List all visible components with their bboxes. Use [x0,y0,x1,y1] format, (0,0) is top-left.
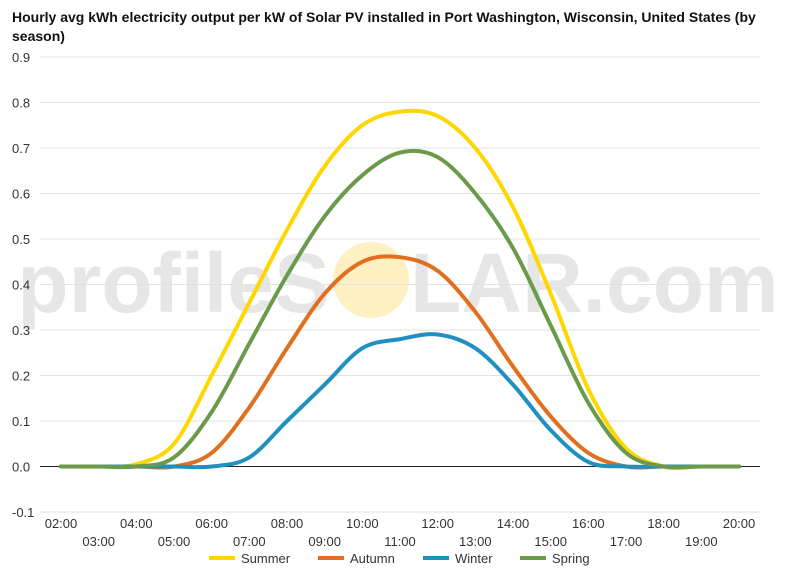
x-tick-label: 09:00 [308,534,341,549]
series-line-spring [59,148,741,470]
series-line-winter [59,332,741,470]
y-tick-label: 0.6 [12,187,30,202]
x-tick-label: 20:00 [723,516,756,531]
y-axis: -0.1 0.0 0.1 0.2 0.3 0.4 0.5 0.6 0.7 0.8 0.9 [12,50,34,520]
watermark-sun-icon [333,242,409,318]
legend-label-winter: Winter [455,551,493,566]
x-tick-label: 18:00 [647,516,680,531]
y-tick-label: 0.3 [12,323,30,338]
x-tick-label: 14:00 [497,516,530,531]
legend-label-summer: Summer [241,551,291,566]
watermark-text-left: profileS [17,236,330,330]
x-tick-label: 12:00 [421,516,454,531]
watermark: profileS LAR.com [17,236,778,330]
chart-title: Hourly avg kWh electricity output per kW… [12,9,756,44]
x-tick-label: 02:00 [45,516,78,531]
y-tick-label: 0.8 [12,96,30,111]
x-tick-label: 05:00 [158,534,191,549]
x-tick-label: 06:00 [195,516,228,531]
legend-label-autumn: Autumn [350,551,395,566]
legend-label-spring: Spring [552,551,590,566]
x-tick-label: 10:00 [346,516,379,531]
y-tick-label: 0.7 [12,141,30,156]
y-tick-label: -0.1 [12,505,34,520]
y-tick-label: 0.2 [12,369,30,384]
x-tick-label: 16:00 [572,516,605,531]
x-tick-label: 04:00 [120,516,153,531]
x-tick-label: 08:00 [271,516,304,531]
y-tick-label: 0.0 [12,460,30,475]
y-tick-label: 0.5 [12,232,30,247]
x-axis: 02:00 04:00 06:00 08:00 10:00 12:00 14:00 16:00… [45,516,756,549]
series-lines [59,108,741,470]
watermark-text-right: LAR.com [410,236,779,330]
y-tick-label: 0.1 [12,414,30,429]
grid [40,56,760,513]
x-tick-label: 03:00 [82,534,115,549]
legend: Summer Autumn Winter Spring [209,551,590,566]
y-tick-label: 0.4 [12,278,30,293]
series-line-summer [59,108,741,470]
y-tick-label: 0.9 [12,50,30,65]
x-tick-label: 13:00 [459,534,492,549]
x-tick-label: 11:00 [384,534,416,549]
x-tick-label: 07:00 [233,534,266,549]
x-tick-label: 15:00 [534,534,567,549]
x-tick-label: 17:00 [610,534,643,549]
x-tick-label: 19:00 [685,534,718,549]
